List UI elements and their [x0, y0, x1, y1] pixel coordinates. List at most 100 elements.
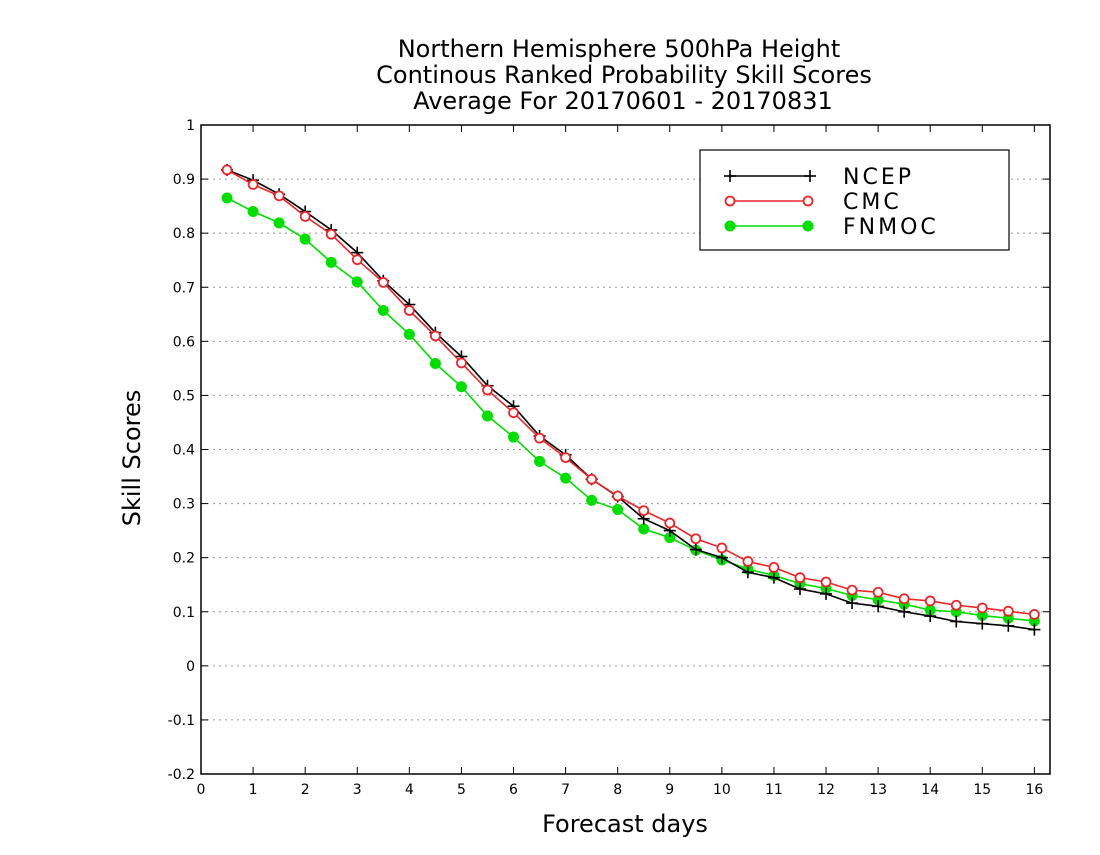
x-tick-label: 15 [973, 782, 991, 798]
data-point-cmc [690, 533, 702, 545]
data-point-cmc [768, 562, 780, 573]
x-tick-label: 1 [249, 782, 258, 798]
y-tick-label: 0.5 [173, 388, 195, 404]
chart-title-line-1: Northern Hemisphere 500hPa Height [398, 35, 841, 63]
data-point-ncep [793, 583, 806, 596]
data-point-cmc [456, 357, 467, 369]
data-point-cmc [247, 179, 259, 190]
y-tick-label: 0.4 [173, 443, 195, 459]
data-point-cmc [377, 276, 389, 288]
data-point-cmc [976, 602, 988, 614]
y-tick-label: 1 [186, 118, 195, 134]
data-point-cmc [482, 384, 493, 396]
x-tick-label: 0 [197, 782, 206, 798]
data-point-ncep [1028, 623, 1041, 636]
x-tick-label: 6 [509, 782, 518, 798]
x-tick-label: 12 [817, 782, 835, 798]
series-line-fnmoc [226, 197, 1035, 622]
data-point-fnmoc [481, 410, 493, 422]
y-tick-label: 0.3 [173, 497, 195, 513]
x-tick-label: 5 [457, 782, 466, 798]
data-point-fnmoc [325, 256, 337, 268]
data-point-fnmoc [560, 472, 572, 484]
y-tick-label: 0.8 [173, 226, 195, 242]
series-cmc [221, 164, 1040, 620]
data-point-cmc [403, 305, 415, 316]
series-fnmoc [221, 192, 1040, 627]
y-tick-label: 0.1 [173, 605, 195, 621]
legend-item-fnmoc: FNMOC [724, 215, 939, 240]
y-tick-label: 0.2 [173, 551, 195, 567]
y-tick-label: 0.7 [173, 280, 195, 296]
data-point-ncep [767, 571, 780, 584]
legend-item-ncep: NCEP [724, 165, 911, 190]
data-point-cmc [846, 584, 858, 596]
data-point-cmc [820, 576, 832, 588]
data-point-cmc [221, 164, 233, 176]
x-tick-label: 13 [869, 782, 887, 798]
data-point-cmc [325, 228, 337, 240]
data-point-cmc [351, 254, 363, 266]
data-point-cmc [273, 190, 285, 202]
data-point-ncep [1002, 619, 1015, 632]
data-point-ncep [741, 566, 754, 579]
legend-marker [724, 170, 736, 182]
legend-marker [804, 170, 816, 182]
data-point-cmc [950, 599, 962, 611]
data-point-fnmoc [638, 523, 650, 535]
data-point-cmc [299, 211, 311, 222]
data-point-cmc [638, 505, 650, 517]
y-tick-label: 0.9 [173, 172, 195, 188]
data-point-ncep [715, 551, 728, 564]
x-tick-label: 7 [561, 782, 570, 798]
data-point-fnmoc [612, 504, 624, 516]
x-tick-label: 9 [665, 782, 674, 798]
legend-item-cmc: CMC [724, 190, 902, 215]
plot-area-frame [200, 124, 1051, 775]
axis-ticks: -0.2-0.100.10.20.30.40.50.60.70.80.910 1 2… [168, 118, 1050, 798]
data-point-cmc [586, 473, 598, 485]
x-tick-label: 8 [613, 782, 622, 798]
x-tick-label: 4 [405, 782, 414, 798]
x-tick-label: 10 [713, 782, 731, 798]
series-layer [221, 163, 1041, 636]
data-point-fnmoc [534, 455, 546, 467]
x-tick-label: 3 [353, 782, 362, 798]
data-point-cmc [534, 432, 545, 444]
legend-marker [802, 220, 814, 232]
data-point-fnmoc [351, 276, 363, 288]
data-point-cmc [429, 330, 441, 342]
data-point-fnmoc [508, 431, 520, 443]
y-tick-label: -0.1 [168, 713, 195, 729]
y-tick-label: 0 [186, 659, 195, 675]
data-point-fnmoc [586, 494, 598, 506]
data-point-ncep [950, 615, 963, 628]
data-point-cmc [508, 407, 519, 419]
data-point-cmc [1002, 605, 1014, 617]
data-point-fnmoc [247, 206, 259, 218]
data-point-ncep [898, 605, 911, 618]
chart-title-line-3: Average For 20170601 - 20170831 [413, 87, 833, 115]
data-point-cmc [742, 556, 754, 567]
data-point-cmc [1028, 609, 1040, 620]
x-tick-label: 2 [301, 782, 310, 798]
data-point-fnmoc [273, 217, 285, 229]
y-tick-label: 0.6 [173, 334, 195, 350]
legend-marker [724, 220, 736, 232]
data-point-ncep [976, 617, 989, 630]
data-point-cmc [794, 572, 806, 584]
y-tick-label: -0.2 [168, 767, 195, 783]
legend-marker [802, 195, 814, 207]
legend-marker [724, 195, 736, 207]
data-point-fnmoc [403, 328, 415, 340]
legend-label: FNMOC [843, 215, 939, 240]
data-point-fnmoc [221, 192, 233, 204]
y-axis-label: Skill Scores [118, 390, 146, 527]
data-point-ncep [924, 610, 937, 623]
data-point-cmc [716, 542, 728, 554]
legend-label: CMC [843, 190, 902, 215]
data-point-ncep [872, 600, 885, 613]
